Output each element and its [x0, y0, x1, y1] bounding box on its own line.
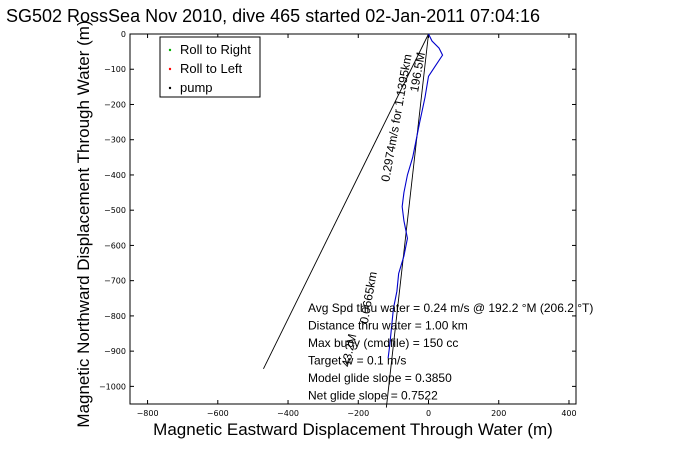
x-tick-label: 400 [561, 409, 576, 418]
x-tick-label: −600 [207, 409, 229, 418]
x-axis-label: Magnetic Eastward Displacement Through W… [153, 420, 553, 439]
legend: Roll to Right Roll to Left pump [159, 36, 261, 98]
chart-title: SG502 RossSea Nov 2010, dive 465 started… [6, 6, 540, 26]
legend-label: pump [180, 80, 213, 95]
stats-annotation: Net glide slope = 0.7522 [308, 389, 438, 403]
y-tick-label: −900 [104, 347, 126, 356]
heading-line [263, 33, 429, 369]
y-tick-label: −200 [104, 100, 126, 109]
stats-annotation: Distance thru water = 1.00 km [308, 319, 468, 333]
heading-line [385, 33, 429, 408]
y-tick-label: −300 [104, 136, 126, 145]
stats-annotation: Target w = 0.1 m/s [308, 354, 406, 368]
legend-marker [168, 48, 172, 52]
stats-annotation: Max buoy (cmdfile) = 150 cc [308, 336, 458, 350]
legend-box [159, 36, 261, 98]
x-tick-label: −800 [137, 409, 159, 418]
y-tick-label: −800 [104, 312, 126, 321]
y-tick-label: −500 [104, 206, 126, 215]
y-tick-label: −600 [104, 241, 126, 250]
y-tick-label: 0 [121, 30, 126, 39]
x-tick-label: −400 [277, 409, 299, 418]
x-tick-label: 200 [491, 409, 506, 418]
y-tick-label: −700 [104, 277, 126, 286]
segment-label: 196.5M [407, 51, 428, 93]
legend-label: Roll to Right [180, 42, 251, 57]
legend-label: Roll to Left [180, 61, 243, 76]
stats-annotation: Model glide slope = 0.3850 [308, 371, 452, 385]
y-tick-label: −1000 [99, 382, 126, 391]
legend-marker [168, 86, 172, 90]
x-tick-label: −200 [347, 409, 369, 418]
segment-label: 43.2M [339, 333, 360, 369]
stats-annotation: Avg Spd thru water = 0.24 m/s @ 192.2 °M… [308, 301, 593, 315]
x-tick-label: 0 [426, 409, 431, 418]
dive-track-line [387, 33, 444, 359]
y-tick-label: −400 [104, 171, 126, 180]
y-tick-label: −100 [104, 65, 126, 74]
legend-marker [168, 67, 172, 71]
annotation-block: Avg Spd thru water = 0.24 m/s @ 192.2 °M… [308, 301, 593, 403]
y-axis-label: Magnetic Northward Displacement Through … [74, 20, 93, 427]
